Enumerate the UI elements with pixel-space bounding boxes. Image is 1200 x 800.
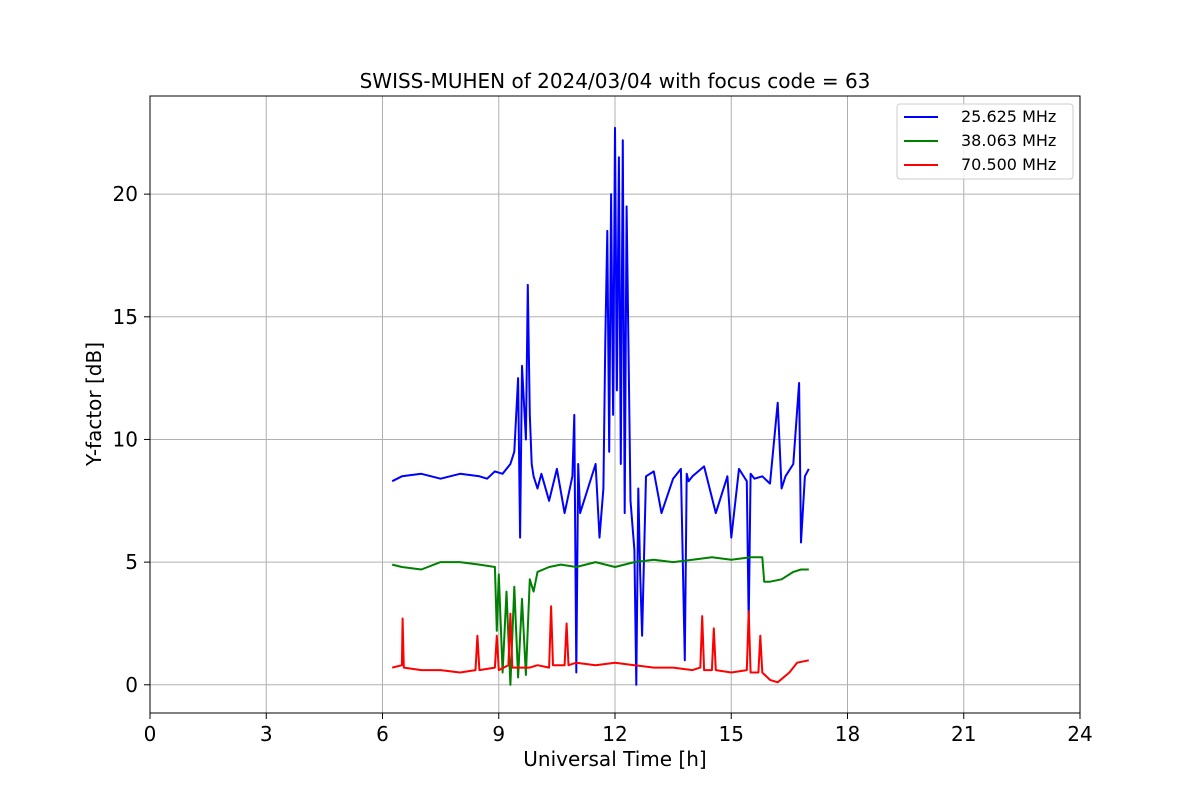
- y-tick-label: 15: [113, 305, 138, 329]
- x-axis-label: Universal Time [h]: [523, 747, 706, 771]
- plot-area: [391, 126, 810, 686]
- series-line-3: [391, 605, 810, 684]
- chart-title: SWISS-MUHEN of 2024/03/04 with focus cod…: [360, 69, 871, 93]
- x-tick-label: 18: [835, 722, 860, 746]
- y-tick-label: 10: [113, 427, 138, 451]
- y-tick-label: 0: [125, 673, 138, 697]
- legend-box: [896, 103, 1074, 180]
- legend: 25.625 MHz 38.063 MHz 70.500 MHz: [896, 103, 1074, 180]
- x-tick-label: 6: [376, 722, 389, 746]
- x-tick-label: 21: [951, 722, 976, 746]
- x-tick-label: 9: [492, 722, 505, 746]
- y-axis: 0 5 10 15 20: [113, 182, 150, 697]
- y-axis-label: Y-factor [dB]: [82, 342, 106, 467]
- x-tick-label: 3: [260, 722, 273, 746]
- x-axis: 0 3 6 9 12 15 18 21 24: [144, 713, 1093, 746]
- y-tick-label: 5: [125, 550, 138, 574]
- x-tick-label: 12: [602, 722, 627, 746]
- y-tick-label: 20: [113, 182, 138, 206]
- series-line-1: [391, 126, 810, 686]
- legend-label: 38.063 MHz: [961, 131, 1056, 150]
- series-line-2: [391, 556, 809, 686]
- x-tick-label: 15: [719, 722, 744, 746]
- x-tick-label: 0: [144, 722, 157, 746]
- legend-label: 25.625 MHz: [961, 107, 1056, 126]
- x-tick-label: 24: [1067, 722, 1092, 746]
- legend-label: 70.500 MHz: [961, 155, 1056, 174]
